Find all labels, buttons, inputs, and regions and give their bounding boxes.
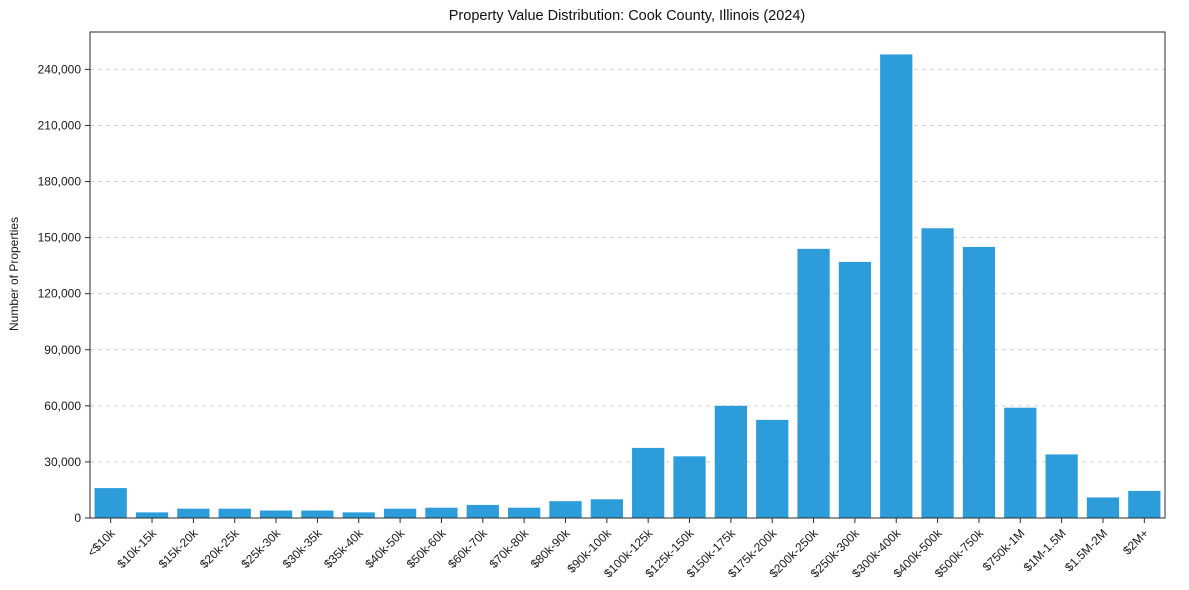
bar [94, 488, 127, 518]
chart-title: Property Value Distribution: Cook County… [449, 8, 806, 24]
bar [383, 508, 417, 518]
x-tick-label: $15k-20k [156, 526, 202, 572]
bar [549, 501, 582, 518]
bar [466, 504, 499, 518]
bar [673, 456, 706, 518]
x-tick-label: $70k-80k [486, 526, 532, 572]
bar [756, 419, 789, 518]
bar [1086, 497, 1120, 518]
bar [632, 447, 665, 518]
y-tick-label: 90,000 [44, 343, 81, 357]
bar [1128, 490, 1161, 518]
bar [135, 512, 169, 518]
bar [921, 228, 954, 518]
bar [177, 508, 210, 518]
x-tick-label: $35k-40k [321, 526, 367, 572]
x-tick-label: $1M-1.5M [1021, 526, 1069, 574]
bar [590, 499, 623, 518]
bar [797, 248, 830, 518]
x-tick-label: $30k-35k [280, 526, 326, 572]
y-axis-label: Number of Properties [7, 217, 21, 331]
bar [218, 508, 251, 518]
x-tick-label: $40k-50k [362, 526, 408, 572]
bar [259, 510, 293, 518]
x-tick-label: $60k-70k [445, 526, 491, 572]
x-tick-label: $20k-25k [197, 526, 243, 572]
y-tick-label: 30,000 [44, 455, 81, 469]
bar [301, 510, 334, 518]
x-tick-label: $2M+ [1120, 526, 1151, 557]
x-tick-label: $50k-60k [404, 526, 450, 572]
y-tick-label: 120,000 [38, 287, 82, 301]
y-tick-label: 240,000 [38, 62, 82, 76]
bar [714, 405, 747, 518]
x-tick-label: $750k-1M [980, 526, 1028, 574]
y-tick-label: 180,000 [38, 175, 82, 189]
y-tick-label: 210,000 [38, 118, 82, 132]
plot-area: 0 30,000 60,000 90,000 120,000 150,000 180,000… [38, 31, 1166, 580]
bar [425, 507, 458, 518]
bar [342, 512, 375, 518]
x-tick-label: <$10k [85, 526, 119, 560]
x-tick-label: $1.5M-2M [1062, 526, 1110, 574]
bar [1004, 407, 1037, 518]
y-tick-label: 60,000 [44, 399, 81, 413]
x-tick-label: $10k-15k [114, 526, 160, 572]
bar [962, 246, 996, 518]
y-tick-label: 150,000 [38, 231, 82, 245]
bar [508, 507, 541, 518]
x-tick-label: $25k-30k [238, 526, 284, 572]
bar [880, 54, 913, 519]
plot-border [89, 31, 1166, 519]
y-tick-label: 0 [74, 511, 81, 525]
bar [838, 261, 872, 518]
bar [1045, 454, 1078, 518]
